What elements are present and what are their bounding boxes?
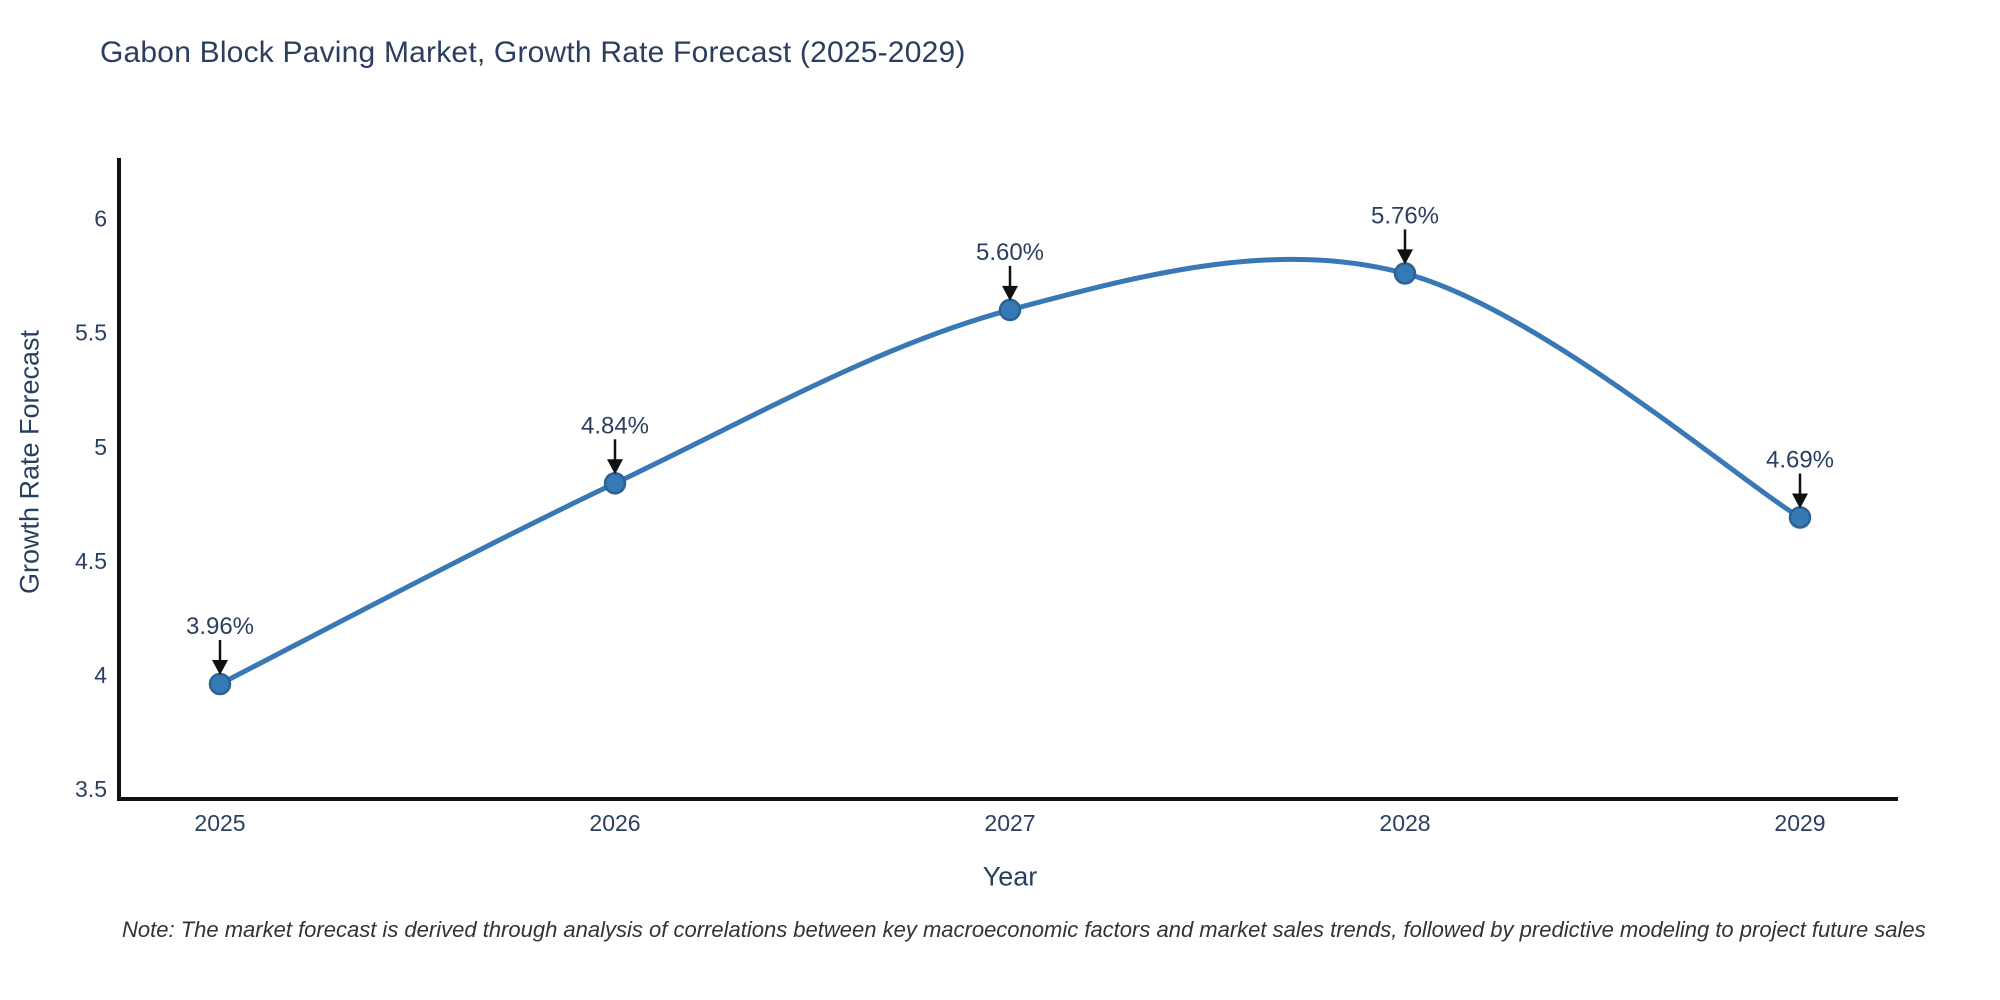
y-tick-label: 3.5 bbox=[75, 776, 107, 802]
y-tick-label: 6 bbox=[94, 206, 107, 232]
y-tick-label: 5.5 bbox=[75, 320, 107, 346]
data-point-marker bbox=[1788, 506, 1812, 529]
annotation-arrow-head bbox=[607, 459, 623, 475]
point-value-label: 4.69% bbox=[1766, 447, 1834, 474]
annotation-arrow-head bbox=[1002, 285, 1018, 301]
axis-lines bbox=[117, 158, 1898, 801]
y-tick-label: 5 bbox=[94, 434, 107, 460]
x-tick-label: 2025 bbox=[194, 810, 245, 836]
point-value-label: 5.60% bbox=[976, 239, 1044, 266]
y-tick-label: 4.5 bbox=[75, 548, 107, 574]
chart-title: Gabon Block Paving Market, Growth Rate F… bbox=[100, 36, 966, 69]
data-point-marker bbox=[208, 672, 232, 696]
forecast-line bbox=[217, 256, 1803, 687]
x-tick-label: 2029 bbox=[1774, 810, 1825, 836]
y-tick-label: 4 bbox=[94, 662, 107, 688]
point-value-label: 5.76% bbox=[1371, 202, 1439, 229]
x-axis-title: Year bbox=[982, 861, 1038, 892]
annotation-arrow-head bbox=[1397, 249, 1413, 265]
point-value-label: 4.84% bbox=[581, 412, 649, 439]
footnote: Note: The market forecast is derived thr… bbox=[122, 917, 1926, 942]
data-point-marker bbox=[1393, 262, 1417, 285]
x-tick-label: 2026 bbox=[589, 810, 640, 836]
x-tick-label: 2027 bbox=[984, 810, 1035, 836]
data-point-marker bbox=[603, 472, 627, 495]
point-value-label: 3.96% bbox=[186, 613, 254, 640]
data-point-marker bbox=[998, 298, 1022, 322]
x-tick-label: 2028 bbox=[1379, 810, 1430, 836]
annotation-arrow-head bbox=[1792, 493, 1808, 509]
annotation-arrow-head bbox=[212, 660, 228, 675]
